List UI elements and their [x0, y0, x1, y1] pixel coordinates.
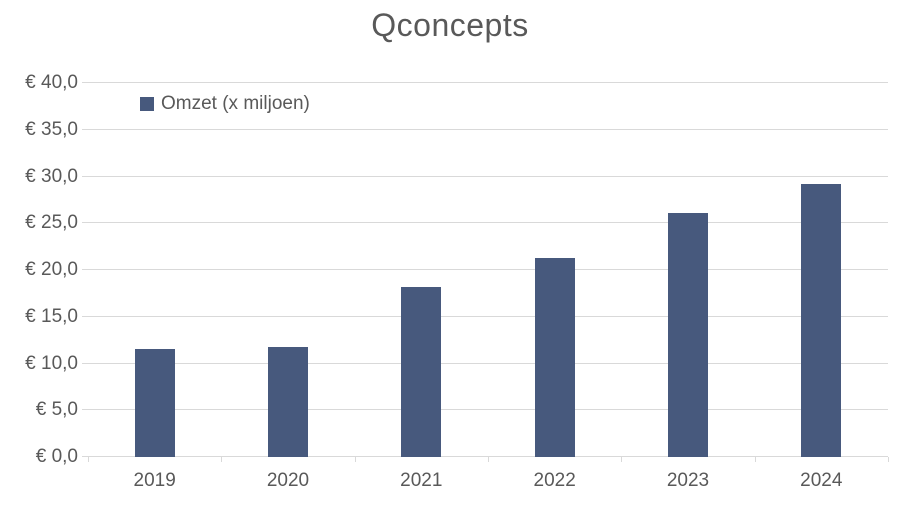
x-axis-line: [88, 456, 888, 457]
y-tick-mark: [82, 409, 88, 411]
bar-2024: [801, 183, 842, 457]
legend: Omzet (x miljoen): [136, 91, 314, 117]
x-axis: 2019 2020 2021 2022 2023 2024: [88, 457, 889, 502]
x-tick-mark: [488, 457, 489, 462]
y-axis-tick-label: € 20,0: [25, 259, 78, 280]
y-axis-tick-label: € 10,0: [25, 352, 78, 374]
x-tick-mark: [754, 457, 756, 462]
y-tick-mark: [82, 456, 88, 457]
y-tick-mark: [82, 82, 88, 83]
bars-layer: [88, 83, 888, 457]
y-tick-mark: [82, 269, 88, 270]
y-axis-tick-label: € 40,0: [25, 72, 78, 93]
y-tick-mark: [82, 222, 88, 224]
gridline: [88, 409, 888, 411]
bar-slot-2023: [621, 83, 754, 457]
legend-swatch-icon: [140, 97, 154, 111]
plot-area: Omzet (x miljoen): [82, 82, 888, 457]
x-axis-tick-label: 2022: [533, 470, 576, 491]
bar-slot-2020: [221, 83, 354, 457]
x-tick-mark: [621, 457, 623, 462]
legend-series-label: Omzet (x miljoen): [161, 93, 310, 114]
y-axis: € 0,0 € 5,0 € 10,0 € 15,0 € 20,0 € 25,0 € 30,0…: [0, 72, 82, 467]
y-tick-mark: [82, 175, 88, 177]
x-axis-tick-label: 2021: [400, 470, 443, 491]
gridline: [88, 269, 888, 270]
y-tick-mark: [82, 128, 88, 130]
x-axis-tick-label: 2019: [133, 470, 176, 491]
x-tick-mark: [88, 457, 89, 462]
bar-slot-2022: [488, 83, 621, 457]
x-axis-tick-label: 2023: [666, 470, 710, 491]
gridline: [88, 362, 888, 364]
y-axis-tick-label: € 35,0: [25, 118, 78, 140]
x-tick-mark: [221, 457, 223, 462]
bar-2019: [134, 349, 175, 457]
y-axis-tick-label: € 0,0: [35, 446, 78, 467]
bar-slot-2019: [88, 83, 221, 457]
y-axis-tick-label: € 5,0: [35, 399, 78, 421]
x-tick-mark: [354, 457, 356, 462]
y-tick-mark: [82, 315, 88, 317]
gridline: [88, 128, 888, 130]
x-tick-mark: [888, 457, 889, 462]
gridline: [88, 222, 888, 224]
bar-2023: [667, 212, 708, 457]
bar-2020: [267, 346, 308, 457]
gridline: [88, 175, 888, 177]
x-axis-tick-label: 2024: [800, 470, 843, 491]
y-axis-tick-label: € 25,0: [25, 212, 78, 234]
gridline: [88, 82, 888, 83]
bar-2022: [534, 257, 575, 457]
y-tick-mark: [82, 362, 88, 364]
x-axis-tick-label: 2020: [266, 470, 310, 491]
bar-slot-2021: [355, 83, 488, 457]
chart-title: Qconcepts: [371, 7, 529, 43]
bar-slot-2024: [755, 83, 888, 457]
y-axis-tick-label: € 15,0: [25, 305, 78, 327]
y-axis-tick-label: € 30,0: [25, 165, 78, 187]
gridline: [88, 315, 888, 317]
bar-2021: [401, 286, 442, 457]
